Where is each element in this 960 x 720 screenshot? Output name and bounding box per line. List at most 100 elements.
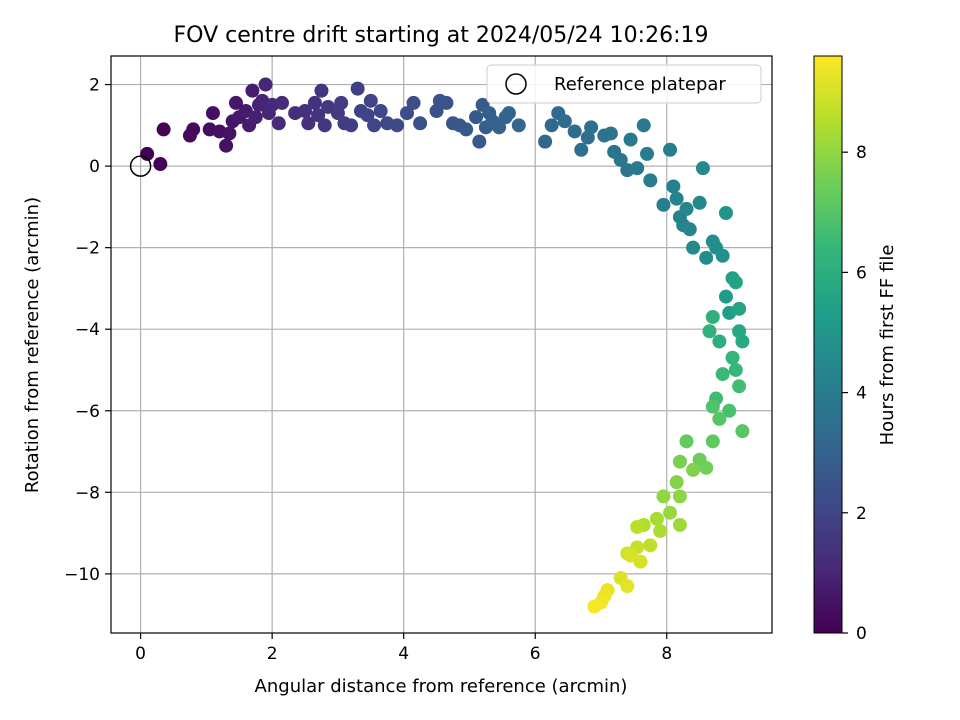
x-axis-label: Angular distance from reference (arcmin) [255,676,628,697]
data-point [695,161,710,176]
data-point [574,142,589,157]
data-point [219,138,234,153]
data-point [643,173,658,188]
grid-lines [111,56,772,633]
data-point [732,301,747,316]
data-point [140,146,155,161]
data-point [363,93,378,108]
data-point [399,106,414,121]
data-point [301,116,316,131]
reference-platepar-marker [129,155,152,177]
data-point [373,104,388,119]
data-point [728,362,743,377]
data-point [156,122,171,137]
y-tick-label: −2 [75,239,100,259]
colorbar-tick-label: 0 [856,624,867,644]
y-tick-label: −4 [75,320,100,340]
data-point [672,454,687,469]
y-axis-ticks: 2 0 −2 −4 −6 −8 −10 [64,76,111,585]
data-point [630,519,645,534]
data-point [472,134,487,149]
data-point [715,367,730,382]
colorbar-tick-label: 8 [856,143,867,163]
data-point [613,152,628,167]
data-point [640,146,655,161]
data-point [567,124,582,139]
data-point [699,460,714,475]
data-point [672,489,687,504]
legend-box [486,64,762,104]
plot-frame [110,55,773,634]
x-tick-label: 0 [135,644,146,664]
data-point [311,108,326,123]
data-point [725,350,740,365]
data-point [367,118,382,133]
data-point [222,126,237,141]
legend-reference-marker [505,73,527,95]
x-tick-label: 8 [661,644,672,664]
y-tick-label: −6 [75,402,100,422]
data-point [317,118,332,133]
data-point [258,77,273,92]
data-point [205,106,220,121]
data-point [663,142,678,157]
data-point [649,511,664,526]
data-point [584,120,599,135]
y-tick-label: −8 [75,483,100,503]
data-point [228,95,243,110]
y-tick-label: 0 [89,157,100,177]
colorbar-ticks: 0 2 4 6 8 [842,143,867,644]
data-point [248,110,263,125]
data-point [656,197,671,212]
data-point [679,434,694,449]
data-point [271,116,286,131]
data-point [718,205,733,220]
data-point [679,201,694,216]
data-point [669,191,684,206]
data-point [186,122,201,137]
data-point [275,95,290,110]
data-point [623,548,638,563]
data-point [153,157,168,172]
data-point [298,104,313,119]
data-point [692,195,707,210]
data-point [686,462,701,477]
data-point [630,161,645,176]
data-point [712,411,727,426]
data-point [728,275,743,290]
data-point [669,475,684,490]
data-point [722,403,737,418]
data-point [735,424,750,439]
data-point [643,538,658,553]
colorbar-label: Hours from first FF file [877,245,898,446]
data-point [672,517,687,532]
data-point [663,505,678,520]
data-point [666,179,681,194]
data-point [705,434,720,449]
chart-title: FOV centre drift starting at 2024/05/24 … [174,23,709,48]
data-point [603,126,618,141]
data-point [715,248,730,263]
data-point [653,524,668,539]
y-axis-label: Rotation from reference (arcmin) [22,197,43,493]
data-point [350,81,365,96]
data-points [140,77,750,614]
data-point [413,116,428,131]
data-point [718,289,733,304]
data-point [712,334,727,349]
data-point [656,489,671,504]
colorbar [813,55,843,634]
data-point [587,599,602,614]
data-point [469,110,484,125]
data-point [538,134,553,149]
data-point [732,379,747,394]
data-point [307,95,322,110]
data-point [686,240,701,255]
data-point [735,334,750,349]
data-point [544,118,559,133]
data-point [557,114,572,129]
data-point [620,579,635,594]
legend-entry-reference-platepar: Reference platepar [554,74,726,95]
data-point [439,95,454,110]
